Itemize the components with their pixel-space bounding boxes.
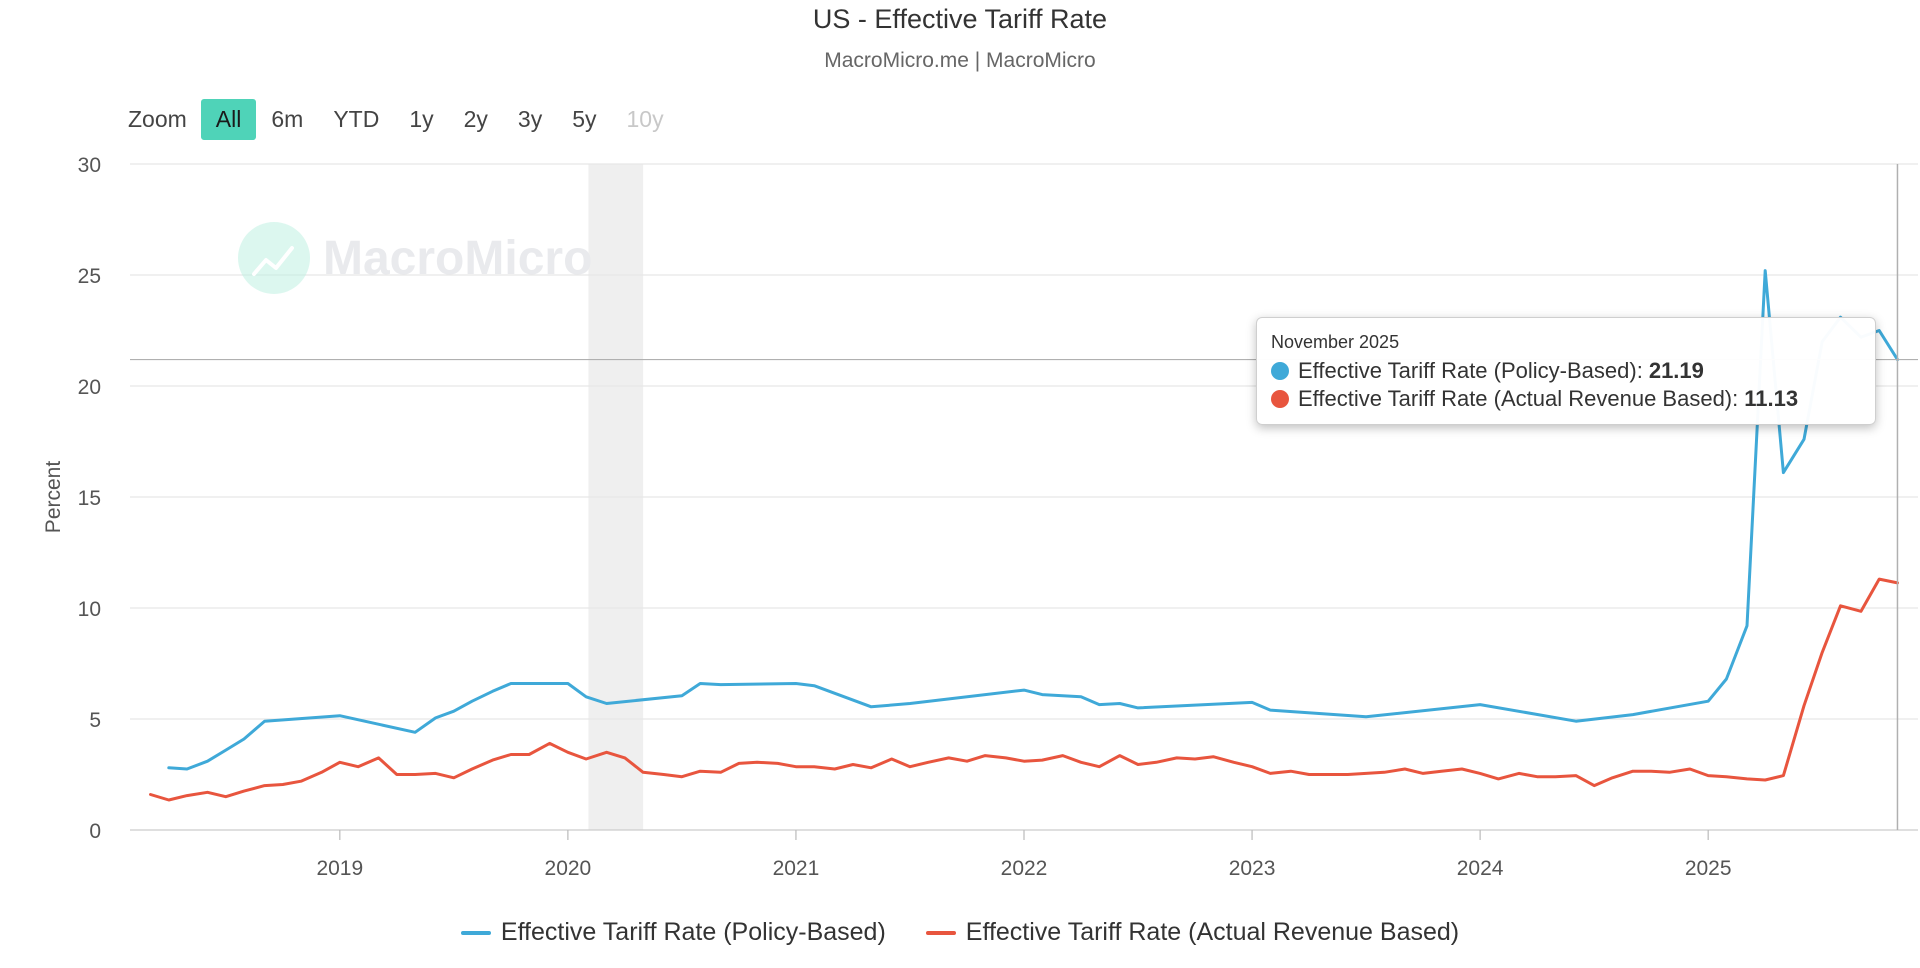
zoom-5y-button[interactable]: 5y [572, 105, 597, 132]
watermark-text: MacroMicro [323, 232, 592, 285]
y-axis-title: Percent [42, 461, 65, 534]
zoom-1y-button[interactable]: 1y [409, 105, 434, 132]
zoom-label: Zoom [128, 105, 187, 132]
policy-line-icon [460, 930, 491, 935]
tooltip-value: 11.13 [1744, 386, 1799, 411]
legend-item-revenue[interactable]: Effective Tariff Rate (Actual Revenue Ba… [925, 918, 1460, 947]
x-tick-label: 2019 [316, 857, 363, 880]
zoom-2y-button[interactable]: 2y [463, 105, 488, 132]
chart-title: US - Effective Tariff Rate [812, 4, 1108, 34]
series-line-policy [167, 269, 1899, 771]
tooltip: November 2025 Effective Tariff Rate (Pol… [1256, 317, 1876, 425]
zoom-ytd-button[interactable]: YTD [333, 105, 380, 132]
legend-item-policy[interactable]: Effective Tariff Rate (Policy-Based) [460, 918, 886, 947]
y-tick-label: 10 [78, 598, 101, 621]
legend-label: Effective Tariff Rate (Actual Revenue Ba… [965, 918, 1460, 946]
series-line-revenue [149, 577, 1899, 802]
policy-dot-icon [1271, 362, 1289, 380]
chart-subtitle: MacroMicro.me | MacroMicro [824, 49, 1096, 72]
zoom-6m-button[interactable]: 6m [271, 105, 304, 132]
revenue-line-icon [925, 930, 956, 935]
revenue-dot-icon [1271, 390, 1289, 408]
tooltip-value: 21.19 [1648, 358, 1704, 383]
x-tick-label: 2022 [1001, 857, 1048, 880]
y-tick-label: 25 [78, 265, 101, 288]
tooltip-row-revenue: Effective Tariff Rate (Actual Revenue Ba… [1271, 385, 1861, 413]
zoom-10y-button: 10y [626, 105, 664, 132]
x-tick-label: 2021 [773, 857, 820, 880]
zoom-all-button[interactable]: All [200, 98, 257, 140]
tooltip-date: November 2025 [1271, 332, 1400, 352]
x-tick-label: 2024 [1457, 857, 1504, 880]
y-tick-label: 5 [89, 709, 101, 732]
y-tick-label: 20 [78, 376, 101, 399]
tooltip-row-policy: Effective Tariff Rate (Policy-Based): 21… [1271, 357, 1861, 385]
y-tick-label: 30 [78, 154, 101, 177]
x-tick-label: 2023 [1229, 857, 1276, 880]
zoom-3y-button[interactable]: 3y [517, 105, 543, 132]
watermark-logo-icon [238, 222, 310, 294]
tooltip-label: Effective Tariff Rate (Policy-Based): [1298, 358, 1643, 383]
x-tick-label: 2025 [1685, 857, 1732, 880]
tooltip-label: Effective Tariff Rate (Actual Revenue Ba… [1298, 386, 1739, 411]
legend: Effective Tariff Rate (Policy-Based) Eff… [0, 918, 1920, 947]
x-tick-label: 2020 [545, 857, 592, 880]
watermark-chart-icon [252, 246, 294, 276]
y-tick-label: 15 [78, 487, 101, 510]
legend-label: Effective Tariff Rate (Policy-Based) [500, 918, 886, 946]
y-tick-label: 0 [89, 820, 101, 843]
zoom-bar: Zoom All 6m YTD 1y 2y 3y 5y 10y [128, 98, 679, 140]
